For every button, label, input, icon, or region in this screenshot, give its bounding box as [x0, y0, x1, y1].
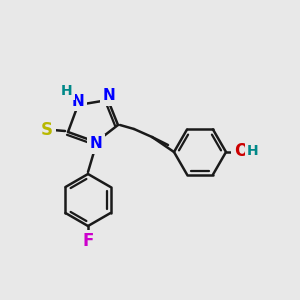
Text: H: H: [61, 84, 73, 98]
Text: F: F: [82, 232, 94, 250]
Text: N: N: [103, 88, 116, 104]
Text: H: H: [247, 144, 259, 158]
Text: N: N: [90, 136, 102, 152]
Text: O: O: [234, 142, 248, 160]
Text: N: N: [72, 94, 84, 109]
Text: S: S: [41, 121, 53, 139]
